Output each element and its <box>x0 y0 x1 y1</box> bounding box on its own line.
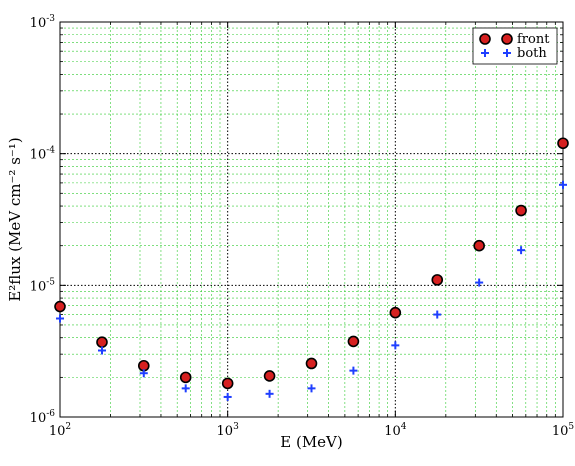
both-point <box>391 341 400 350</box>
front-point <box>96 336 108 348</box>
axis-ticks <box>59 21 564 418</box>
both-point <box>517 246 526 255</box>
tick-base: 10 <box>30 411 47 426</box>
front-point <box>389 306 402 319</box>
y-tick-label: 10-6 <box>30 409 56 426</box>
tick-exponent: 4 <box>401 422 407 432</box>
y-tick-labels: 10-610-510-410-3 <box>30 14 56 426</box>
x-tick-label: 102 <box>49 422 71 439</box>
legend-item-front: front <box>479 32 550 47</box>
major-grid <box>60 22 563 417</box>
legend-label: both <box>517 46 547 61</box>
x-tick-label: 103 <box>217 422 240 439</box>
tick-base: 10 <box>384 424 401 439</box>
tick-base: 10 <box>30 279 47 294</box>
legend-label: front <box>517 32 550 47</box>
both-point <box>97 346 106 355</box>
tick-exponent: 2 <box>65 422 71 432</box>
front-point <box>557 137 569 150</box>
legend-marker-both <box>481 49 489 57</box>
y-axis-label: E²flux (MeV cm⁻² s⁻¹) <box>6 137 24 301</box>
both-point <box>433 310 442 319</box>
tick-exponent: -5 <box>46 277 55 287</box>
front-point <box>263 370 276 382</box>
front-point <box>515 204 527 217</box>
both-point <box>559 180 567 189</box>
both-point <box>181 384 190 393</box>
legend-item-both: both <box>481 46 547 61</box>
front-point <box>221 377 234 390</box>
front-point <box>54 300 66 313</box>
legend-marker-front <box>501 33 513 45</box>
tick-base: 10 <box>49 424 66 439</box>
legend-marker-both <box>503 49 511 57</box>
y-tick-label: 10-4 <box>30 146 56 163</box>
x-axis-label: E (MeV) <box>280 433 343 451</box>
y-tick-label: 10-3 <box>30 14 56 31</box>
front-point <box>305 357 318 370</box>
x-tick-label: 105 <box>552 422 575 439</box>
tick-exponent: -4 <box>46 146 55 156</box>
both-point <box>139 369 148 378</box>
both-point <box>265 389 274 398</box>
x-tick-labels: 102 103 104 105 <box>49 422 575 439</box>
front-point <box>473 239 485 252</box>
tick-base: 10 <box>30 16 47 31</box>
tick-exponent: -3 <box>46 14 55 24</box>
front-point <box>431 274 444 286</box>
tick-exponent: 5 <box>568 422 574 432</box>
tick-exponent: 3 <box>233 422 239 432</box>
plot-frame <box>59 21 564 418</box>
both-point <box>349 366 358 375</box>
legend-marker-front <box>479 33 491 45</box>
both-point <box>223 392 232 401</box>
tick-base: 10 <box>552 424 569 439</box>
front-point <box>179 371 192 384</box>
tick-exponent: -6 <box>46 409 55 419</box>
tick-base: 10 <box>217 424 234 439</box>
minor-grid <box>60 22 563 417</box>
data-points <box>54 137 569 401</box>
front-point <box>347 335 360 348</box>
both-point <box>307 384 316 393</box>
both-point <box>56 314 64 323</box>
y-tick-label: 10-5 <box>30 277 56 294</box>
tick-base: 10 <box>30 148 47 163</box>
x-tick-label: 104 <box>384 422 407 439</box>
both-point <box>475 278 484 287</box>
